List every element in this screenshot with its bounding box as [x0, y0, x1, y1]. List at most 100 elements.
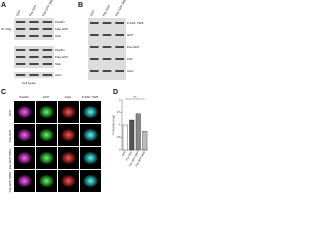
y-axis-label: P-FAK/FAK (Fold)	[113, 115, 116, 135]
band	[42, 63, 52, 65]
band-label: Paxillin	[55, 20, 65, 24]
band	[90, 22, 99, 24]
band	[29, 56, 39, 58]
band-label: Flag-GFP	[55, 27, 68, 31]
cell	[61, 106, 76, 118]
x-tick-label: Pax-GFP S85D	[135, 151, 146, 168]
band	[29, 35, 39, 37]
cell	[83, 152, 98, 164]
y-tick-label: 0	[119, 149, 121, 152]
lane-label: Pax-GFP	[28, 4, 38, 17]
cell	[17, 175, 32, 187]
band	[16, 21, 26, 23]
band-label: Actin	[55, 73, 62, 77]
column-label: GFP	[43, 95, 49, 99]
x-tick-label: GFP	[122, 151, 127, 157]
band	[90, 46, 99, 48]
band-label: Actin	[127, 69, 134, 73]
band	[16, 63, 26, 65]
cell	[39, 175, 54, 187]
band	[102, 70, 112, 72]
band-label: Talin	[55, 34, 62, 38]
lane-label: Pax-GFP S85A	[114, 0, 128, 17]
cell	[61, 152, 76, 164]
band	[16, 35, 26, 37]
cell	[61, 129, 76, 141]
bar	[122, 124, 128, 151]
band	[90, 70, 99, 72]
cell	[39, 106, 54, 118]
cell	[83, 106, 98, 118]
band	[29, 63, 39, 65]
band	[42, 56, 52, 58]
bar	[142, 131, 148, 151]
cell	[17, 129, 32, 141]
lane-label: GFP	[15, 10, 22, 17]
row-label: Pax-GFP	[8, 130, 12, 142]
footer-label: Cell lysate	[22, 81, 36, 85]
y-tick-label: 1	[119, 124, 121, 127]
band	[16, 28, 26, 30]
band	[29, 21, 39, 23]
band-label: Talin	[55, 62, 62, 66]
band	[102, 34, 112, 36]
panel-c: C Paxillin GFP Actin P-FAK Y925 GFP Pax-GFP Pa…	[1, 89, 101, 192]
panel-letter: A	[1, 2, 6, 9]
cell	[17, 152, 32, 164]
column-label: Actin	[65, 95, 72, 99]
cell	[83, 129, 98, 141]
band	[115, 34, 124, 36]
column-label: Paxillin	[19, 95, 29, 99]
lane-label: Pax-GFP S85A	[41, 0, 55, 17]
row-label: GFP	[8, 110, 12, 116]
band	[115, 70, 124, 72]
lane-label: Pax-GFP	[102, 4, 112, 17]
panel-d: D 0 0.5 1 1.5 2 P-FAK/FAK (Fold) GFPPax-GFPPax…	[113, 89, 148, 167]
band	[90, 58, 99, 60]
cell	[39, 129, 54, 141]
band	[42, 35, 52, 37]
band	[29, 74, 39, 76]
cell	[17, 106, 32, 118]
band	[16, 49, 26, 51]
cell	[61, 175, 76, 187]
band	[42, 21, 52, 23]
column-label: P-FAK Y925	[82, 95, 99, 99]
band	[29, 49, 39, 51]
panel-letter: D	[113, 89, 118, 96]
band	[16, 74, 26, 76]
section-label: IP: Flag	[1, 27, 12, 31]
band-label: Pax-GFP	[127, 45, 139, 49]
band-label: FAK	[127, 57, 133, 61]
band-label: P-FAK Y925	[127, 21, 144, 25]
bar	[129, 119, 135, 151]
x-tick-label: Pax-GFP S85A	[129, 151, 140, 168]
band	[42, 74, 52, 76]
bar	[135, 113, 141, 151]
x-tick-label: Pax-GFP	[125, 151, 133, 162]
blot	[88, 18, 126, 80]
band	[102, 46, 112, 48]
band	[115, 46, 124, 48]
panel-letter: C	[1, 89, 6, 96]
figure: A GFP Pax-GFP Pax-GFP S85APaxillinFlag-GFP…	[1, 0, 148, 192]
band	[16, 56, 26, 58]
lane-label: GFP	[89, 10, 96, 17]
band	[115, 58, 124, 60]
band	[115, 22, 124, 24]
band	[42, 49, 52, 51]
y-tick-label: 1.5	[117, 111, 121, 114]
row-label: Pax-GFP S85A	[8, 149, 12, 169]
annotation: n.s.	[133, 96, 137, 99]
y-tick-label: 0.5	[117, 136, 121, 139]
band	[102, 58, 112, 60]
y-tick-label: 2	[119, 99, 121, 102]
band-label: Flag-GFP	[55, 55, 68, 59]
panel-letter: B	[78, 2, 83, 9]
band	[42, 28, 52, 30]
cell	[83, 175, 98, 187]
cell	[39, 152, 54, 164]
band	[29, 28, 39, 30]
